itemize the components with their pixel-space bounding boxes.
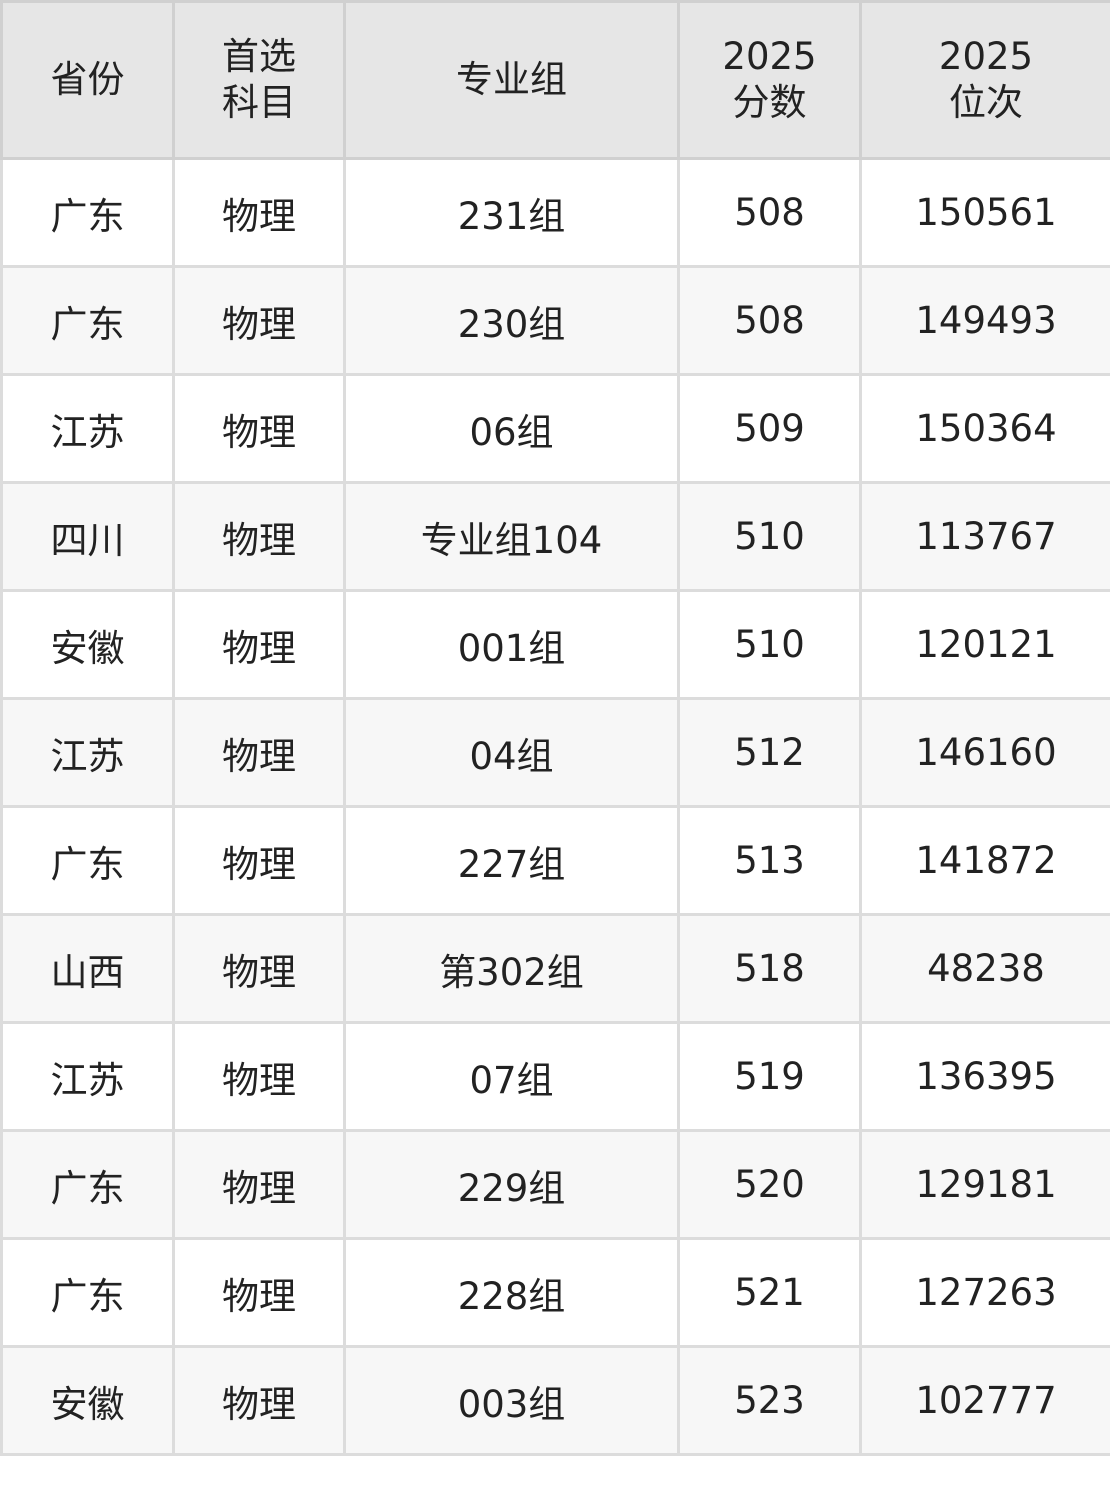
cell-group: 230组 [343, 265, 680, 376]
header-province: 省份 [0, 0, 175, 160]
header-group: 专业组 [343, 0, 680, 160]
header-label: 分数 [732, 81, 807, 124]
cell-province: 江苏 [0, 1021, 175, 1132]
cell-rank: 113767 [859, 481, 1110, 592]
cell-group: 04组 [343, 697, 680, 808]
header-label: 专业组 [456, 58, 567, 101]
cell-group: 003组 [343, 1345, 680, 1456]
table-row: 广东 物理 228组 521 127263 [0, 1237, 1110, 1348]
table-row: 山西 物理 第302组 518 48238 [0, 913, 1110, 1024]
header-label: 省份 [50, 58, 125, 101]
cell-rank: 149493 [859, 265, 1110, 376]
cell-province: 江苏 [0, 373, 175, 484]
cell-province: 安徽 [0, 1345, 175, 1456]
table-body: 广东 物理 231组 508 150561 广东 物理 230组 508 149493 江苏 物理 06… [0, 157, 1110, 1456]
table-row: 广东 物理 229组 520 129181 [0, 1129, 1110, 1240]
cell-score: 510 [677, 589, 862, 700]
table-row: 广东 物理 231组 508 150561 [0, 157, 1110, 268]
header-rank: 2025 位次 [859, 0, 1110, 160]
cell-score: 509 [677, 373, 862, 484]
header-score: 2025 分数 [677, 0, 862, 160]
cell-rank: 127263 [859, 1237, 1110, 1348]
table-row: 江苏 物理 04组 512 146160 [0, 697, 1110, 808]
header-label: 位次 [949, 81, 1023, 124]
header-row: 省份 首选 科目 专业组 2025 分数 2025 位次 [0, 0, 1110, 160]
cell-rank: 136395 [859, 1021, 1110, 1132]
cell-subject: 物理 [172, 1345, 346, 1456]
cell-rank: 150364 [859, 373, 1110, 484]
header-label: 2025 [938, 35, 1034, 78]
cell-province: 江苏 [0, 697, 175, 808]
cell-subject: 物理 [172, 157, 346, 268]
cell-group: 06组 [343, 373, 680, 484]
cell-subject: 物理 [172, 697, 346, 808]
cell-score: 520 [677, 1129, 862, 1240]
table-row: 四川 物理 专业组104 510 113767 [0, 481, 1110, 592]
cell-score: 523 [677, 1345, 862, 1456]
admission-scores-table: 省份 首选 科目 专业组 2025 分数 2025 位次 广东 物理 231组 508 150561 广… [0, 0, 1110, 1456]
cell-rank: 141872 [859, 805, 1110, 916]
cell-score: 513 [677, 805, 862, 916]
cell-subject: 物理 [172, 913, 346, 1024]
cell-subject: 物理 [172, 1129, 346, 1240]
cell-group: 专业组104 [343, 481, 680, 592]
cell-province: 广东 [0, 1129, 175, 1240]
cell-score: 518 [677, 913, 862, 1024]
table-row: 安徽 物理 003组 523 102777 [0, 1345, 1110, 1456]
cell-province: 四川 [0, 481, 175, 592]
table-row: 广东 物理 227组 513 141872 [0, 805, 1110, 916]
cell-subject: 物理 [172, 265, 346, 376]
table-row: 安徽 物理 001组 510 120121 [0, 589, 1110, 700]
table-row: 广东 物理 230组 508 149493 [0, 265, 1110, 376]
header-label: 2025 [722, 35, 817, 78]
cell-province: 安徽 [0, 589, 175, 700]
cell-province: 广东 [0, 157, 175, 268]
cell-subject: 物理 [172, 1237, 346, 1348]
cell-rank: 150561 [859, 157, 1110, 268]
cell-subject: 物理 [172, 805, 346, 916]
cell-province: 广东 [0, 805, 175, 916]
cell-province: 山西 [0, 913, 175, 1024]
cell-score: 508 [677, 157, 862, 268]
cell-group: 227组 [343, 805, 680, 916]
cell-rank: 48238 [859, 913, 1110, 1024]
cell-group: 228组 [343, 1237, 680, 1348]
cell-subject: 物理 [172, 373, 346, 484]
cell-score: 521 [677, 1237, 862, 1348]
cell-score: 519 [677, 1021, 862, 1132]
cell-rank: 129181 [859, 1129, 1110, 1240]
header-label: 科目 [222, 81, 296, 124]
cell-group: 229组 [343, 1129, 680, 1240]
cell-province: 广东 [0, 1237, 175, 1348]
cell-group: 07组 [343, 1021, 680, 1132]
cell-subject: 物理 [172, 481, 346, 592]
cell-subject: 物理 [172, 1021, 346, 1132]
cell-province: 广东 [0, 265, 175, 376]
cell-rank: 120121 [859, 589, 1110, 700]
header-label: 首选 [222, 35, 296, 78]
table-row: 江苏 物理 06组 509 150364 [0, 373, 1110, 484]
cell-group: 001组 [343, 589, 680, 700]
header-subject: 首选 科目 [172, 0, 346, 160]
cell-rank: 146160 [859, 697, 1110, 808]
cell-score: 512 [677, 697, 862, 808]
cell-score: 508 [677, 265, 862, 376]
cell-score: 510 [677, 481, 862, 592]
cell-group: 231组 [343, 157, 680, 268]
cell-group: 第302组 [343, 913, 680, 1024]
table-row: 江苏 物理 07组 519 136395 [0, 1021, 1110, 1132]
cell-rank: 102777 [859, 1345, 1110, 1456]
cell-subject: 物理 [172, 589, 346, 700]
